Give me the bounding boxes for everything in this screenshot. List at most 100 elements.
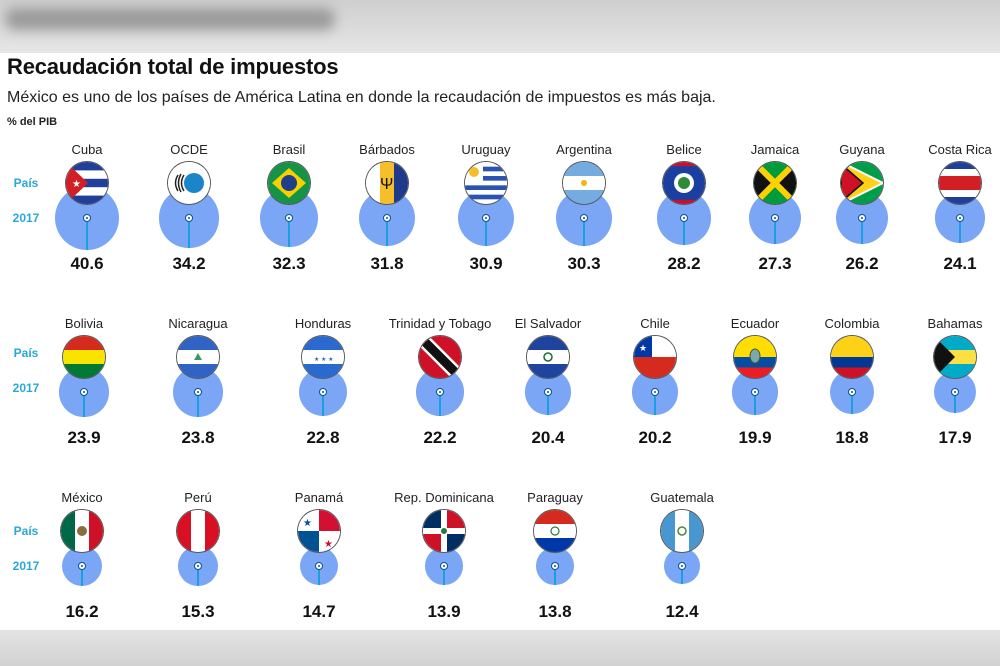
center-dot xyxy=(858,214,866,222)
value-stem xyxy=(554,570,556,585)
flag-nicaragua-icon xyxy=(177,336,219,378)
value-stem xyxy=(322,396,324,417)
chart-subtitle: México es uno de los países de América L… xyxy=(7,89,716,106)
chart-title: Recaudación total de impuestos xyxy=(7,54,339,79)
value-label: 30.3 xyxy=(567,254,601,273)
flag-costa-rica-icon xyxy=(939,162,981,204)
value-stem xyxy=(774,222,776,245)
value-label: 22.2 xyxy=(423,428,457,447)
center-dot xyxy=(580,214,588,222)
center-dot xyxy=(80,388,88,396)
value-label: 23.8 xyxy=(181,428,215,447)
country-label: Nicaragua xyxy=(168,316,228,331)
value-label: 20.4 xyxy=(531,428,565,447)
infographic-panel xyxy=(0,53,1000,630)
value-label: 31.8 xyxy=(370,254,404,273)
center-dot xyxy=(678,562,686,570)
country-label: Rep. Dominicana xyxy=(394,490,494,505)
flag-rep-dominicana-icon xyxy=(423,510,465,552)
center-dot xyxy=(194,388,202,396)
center-dot xyxy=(956,214,964,222)
value-label: 13.8 xyxy=(538,602,572,621)
country-label: Chile xyxy=(640,316,670,331)
center-dot xyxy=(951,388,959,396)
value-stem xyxy=(583,222,585,246)
flag-ecuador-icon xyxy=(734,336,776,378)
value-stem xyxy=(188,222,190,248)
value-stem xyxy=(959,222,961,243)
country-label: OCDE xyxy=(170,142,208,157)
value-stem xyxy=(83,396,85,417)
value-label: 12.4 xyxy=(665,602,699,621)
value-label: 28.2 xyxy=(667,254,701,273)
flag-guatemala-icon xyxy=(661,510,703,552)
center-dot xyxy=(440,562,448,570)
country-label: Cuba xyxy=(71,142,103,157)
flag-ocde-icon xyxy=(168,162,210,204)
flag-belice-icon xyxy=(663,162,705,204)
value-label: 32.3 xyxy=(272,254,306,273)
flag-el-salvador-icon xyxy=(527,336,569,378)
center-dot xyxy=(436,388,444,396)
value-label: 22.8 xyxy=(306,428,340,447)
flag-mexico-icon xyxy=(61,510,103,552)
flag-honduras-icon: ★ ★ ★ xyxy=(302,336,344,378)
value-label: 19.9 xyxy=(738,428,772,447)
country-label: Bolivia xyxy=(64,316,104,331)
value-stem xyxy=(851,396,853,414)
center-dot xyxy=(383,214,391,222)
country-label: Costa Rica xyxy=(928,142,992,157)
value-label: 24.1 xyxy=(943,254,977,273)
svg-text:★: ★ xyxy=(639,343,647,353)
center-dot xyxy=(551,562,559,570)
value-label: 16.2 xyxy=(65,602,99,621)
country-label: Brasil xyxy=(272,142,306,157)
flag-bahamas-icon xyxy=(934,336,976,378)
country-label: Panamá xyxy=(294,490,344,505)
value-label: 18.8 xyxy=(835,428,869,447)
value-label: 23.9 xyxy=(67,428,101,447)
country-label: Argentina xyxy=(556,142,612,157)
country-label: Guatemala xyxy=(650,490,714,505)
country-label: Trinidad y Tobago xyxy=(388,316,492,331)
value-label: 26.2 xyxy=(845,254,879,273)
center-dot xyxy=(751,388,759,396)
value-stem xyxy=(547,396,549,415)
country-label: Bárbados xyxy=(359,142,415,157)
flag-panama-icon: ★ ★ xyxy=(298,510,340,552)
country-label: Uruguay xyxy=(461,142,511,157)
row-label-country: País xyxy=(13,176,39,190)
center-dot xyxy=(771,214,779,222)
center-dot xyxy=(482,214,490,222)
value-label: 20.2 xyxy=(638,428,672,447)
svg-text:★ ★ ★: ★ ★ ★ xyxy=(314,356,333,363)
value-stem xyxy=(197,396,199,417)
center-dot xyxy=(651,388,659,396)
svg-text:★: ★ xyxy=(324,539,333,550)
value-stem xyxy=(386,222,388,247)
country-label: Paraguay xyxy=(527,490,583,505)
country-label: Ecuador xyxy=(730,316,780,331)
country-label: El Salvador xyxy=(514,316,582,331)
blurred-footer xyxy=(0,630,1000,666)
country-label: Jamaica xyxy=(750,142,800,157)
row-label-country: País xyxy=(13,346,39,360)
value-label: 34.2 xyxy=(172,254,206,273)
country-label: Colombia xyxy=(824,316,880,331)
value-stem xyxy=(683,222,685,245)
value-stem xyxy=(754,396,756,415)
value-stem xyxy=(861,222,863,244)
country-label: Honduras xyxy=(294,316,352,331)
value-label: 17.9 xyxy=(938,428,972,447)
center-dot xyxy=(315,562,323,570)
value-stem xyxy=(439,396,441,416)
row-label-year: 2017 xyxy=(12,559,40,573)
value-stem xyxy=(318,570,320,586)
center-dot xyxy=(83,214,91,222)
value-label: 13.9 xyxy=(427,602,461,621)
country-label: Guyana xyxy=(839,142,885,157)
flag-peru-icon xyxy=(177,510,219,552)
center-dot xyxy=(285,214,293,222)
center-dot xyxy=(544,388,552,396)
country-label: México xyxy=(61,490,103,505)
